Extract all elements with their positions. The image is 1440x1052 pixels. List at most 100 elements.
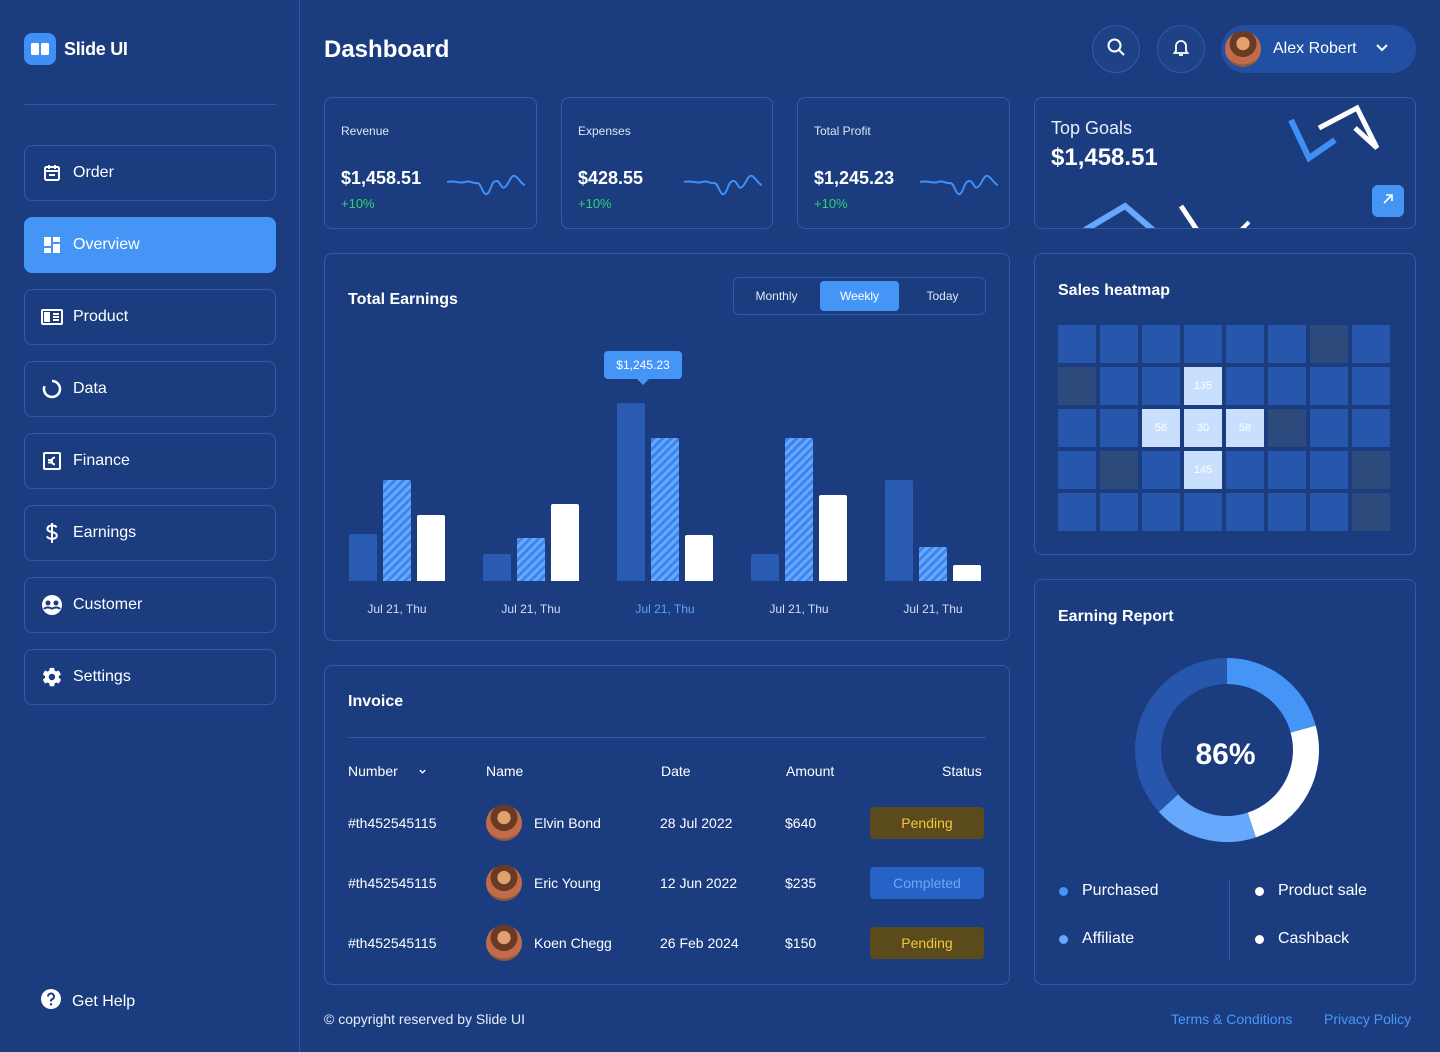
heatmap-cell[interactable]: [1058, 367, 1096, 405]
heatmap-cell[interactable]: [1226, 451, 1264, 489]
heatmap-cell[interactable]: [1058, 409, 1096, 447]
heatmap-cell[interactable]: [1268, 493, 1306, 531]
earning-report-card: Earning Report 86% Purchased Product sal…: [1034, 579, 1416, 985]
sidebar-item-customer[interactable]: Customer: [24, 577, 276, 633]
heatmap-cell[interactable]: [1352, 367, 1390, 405]
bar-series-3-0[interactable]: [417, 515, 445, 581]
bar-series-2-2[interactable]: [651, 438, 679, 581]
invoice-date: 26 Feb 2024: [660, 935, 739, 951]
heatmap-cell[interactable]: [1310, 451, 1348, 489]
heatmap-cell[interactable]: [1058, 451, 1096, 489]
terms-link[interactable]: Terms & Conditions: [1171, 1011, 1293, 1027]
grid-icon: [41, 234, 63, 256]
heatmap-cell[interactable]: [1184, 325, 1222, 363]
bell-icon: [1171, 37, 1191, 62]
heatmap-cell[interactable]: [1100, 367, 1138, 405]
heatmap-cell[interactable]: [1352, 451, 1390, 489]
heatmap-cell[interactable]: [1142, 367, 1180, 405]
sidebar-item-order[interactable]: Order: [24, 145, 276, 201]
heatmap-cell[interactable]: [1268, 409, 1306, 447]
book-icon: [24, 33, 56, 65]
donut-segment-purchased: [1226, 658, 1316, 734]
heatmap-cell[interactable]: 58: [1226, 409, 1264, 447]
heatmap-cell[interactable]: [1226, 493, 1264, 531]
x-tick-label: Jul 21, Thu: [635, 602, 695, 616]
heatmap-cell[interactable]: [1310, 409, 1348, 447]
heatmap-cell[interactable]: [1100, 409, 1138, 447]
search-button[interactable]: [1092, 25, 1140, 73]
heatmap-cell[interactable]: [1268, 325, 1306, 363]
table-row[interactable]: #th452545115 Koen Chegg 26 Feb 2024 $150…: [325, 923, 1009, 963]
bar-series-1-2[interactable]: [617, 403, 645, 581]
sidebar-item-product[interactable]: Product: [24, 289, 276, 345]
logo[interactable]: Slide UI: [24, 33, 128, 65]
notifications-button[interactable]: [1157, 25, 1205, 73]
heatmap-cell[interactable]: 30: [1184, 409, 1222, 447]
app-name: Slide UI: [64, 38, 128, 59]
table-row[interactable]: #th452545115 Eric Young 12 Jun 2022 $235…: [325, 863, 1009, 903]
sidebar-item-label: Finance: [73, 452, 130, 469]
bar-series-3-3[interactable]: [819, 495, 847, 581]
tab-today[interactable]: Today: [926, 289, 959, 303]
heatmap-cell[interactable]: [1226, 367, 1264, 405]
heatmap-cell[interactable]: [1100, 325, 1138, 363]
heatmap-cell[interactable]: [1184, 493, 1222, 531]
table-row[interactable]: #th452545115 Elvin Bond 28 Jul 2022 $640…: [325, 803, 1009, 843]
heatmap-cell[interactable]: 56: [1142, 409, 1180, 447]
heatmap-cell[interactable]: [1100, 493, 1138, 531]
heatmap-cell[interactable]: [1352, 325, 1390, 363]
gear-icon: [41, 666, 63, 688]
stat-label: Total Profit: [814, 124, 871, 138]
heatmap-cell[interactable]: [1100, 451, 1138, 489]
bar-series-2-4[interactable]: [919, 547, 947, 581]
heatmap-cell[interactable]: [1352, 493, 1390, 531]
heatmap-cell[interactable]: [1226, 325, 1264, 363]
invoice-card: Invoice Number Name Date Amount Status #…: [324, 665, 1010, 985]
heatmap-cell[interactable]: [1268, 367, 1306, 405]
sidebar-item-label: Data: [73, 380, 107, 397]
heatmap-cell[interactable]: [1310, 493, 1348, 531]
goals-open-button[interactable]: [1372, 185, 1404, 217]
bar-series-3-4[interactable]: [953, 565, 981, 581]
tab-monthly[interactable]: Monthly: [755, 289, 798, 303]
bar-series-1-3[interactable]: [751, 554, 779, 581]
privacy-link[interactable]: Privacy Policy: [1324, 1011, 1412, 1027]
sidebar-item-label: Order: [73, 164, 114, 181]
avatar: [486, 805, 522, 841]
heatmap-cell[interactable]: [1352, 409, 1390, 447]
sidebar-item-settings[interactable]: Settings: [24, 649, 276, 705]
bar-series-2-1[interactable]: [517, 538, 545, 581]
bar-series-3-2[interactable]: [685, 535, 713, 581]
sidebar-item-earnings[interactable]: Earnings: [24, 505, 276, 561]
legend-item: Product sale: [1255, 882, 1367, 900]
bar-series-1-0[interactable]: [349, 534, 377, 581]
sidebar-item-overview[interactable]: Overview: [24, 217, 276, 273]
get-help-link[interactable]: Get Help: [40, 988, 135, 1015]
heatmap-cell[interactable]: [1268, 451, 1306, 489]
column-header-number[interactable]: Number: [348, 763, 427, 779]
donut-chart: [1135, 658, 1319, 842]
heatmap-cell[interactable]: [1058, 493, 1096, 531]
heatmap-cell[interactable]: 145: [1184, 451, 1222, 489]
heatmap-cell[interactable]: [1142, 325, 1180, 363]
bar-series-1-1[interactable]: [483, 554, 511, 581]
heatmap-cell[interactable]: [1058, 325, 1096, 363]
calendar-icon: [41, 162, 63, 184]
invoice-date: 12 Jun 2022: [660, 875, 738, 891]
column-header-status: Status: [942, 763, 982, 779]
heatmap-cell[interactable]: [1142, 493, 1180, 531]
invoice-amount: $640: [785, 815, 817, 831]
heatmap-cell[interactable]: [1142, 451, 1180, 489]
sidebar-item-finance[interactable]: Finance: [24, 433, 276, 489]
sidebar-item-data[interactable]: Data: [24, 361, 276, 417]
heatmap-cell[interactable]: [1310, 325, 1348, 363]
heatmap-cell[interactable]: [1310, 367, 1348, 405]
bar-series-2-0[interactable]: [383, 480, 411, 581]
heatmap-cell[interactable]: 135: [1184, 367, 1222, 405]
bar-series-2-3[interactable]: [785, 438, 813, 581]
stat-card-expenses: Expenses $428.55 +10%: [561, 97, 773, 229]
bar-series-1-4[interactable]: [885, 480, 913, 581]
tab-weekly[interactable]: Weekly: [820, 281, 899, 311]
bar-series-3-1[interactable]: [551, 504, 579, 581]
user-menu[interactable]: Alex Robert: [1221, 25, 1416, 73]
